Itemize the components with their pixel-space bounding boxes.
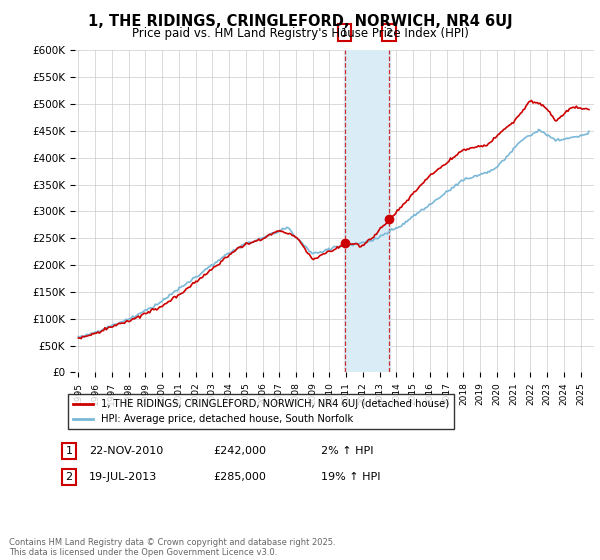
- Text: 2% ↑ HPI: 2% ↑ HPI: [321, 446, 373, 456]
- Text: £242,000: £242,000: [213, 446, 266, 456]
- Text: 2: 2: [385, 27, 392, 38]
- Text: 19% ↑ HPI: 19% ↑ HPI: [321, 472, 380, 482]
- Text: Contains HM Land Registry data © Crown copyright and database right 2025.
This d: Contains HM Land Registry data © Crown c…: [9, 538, 335, 557]
- Text: 1: 1: [65, 446, 73, 456]
- Text: £285,000: £285,000: [213, 472, 266, 482]
- Text: 22-NOV-2010: 22-NOV-2010: [89, 446, 163, 456]
- Bar: [344, 50, 390, 372]
- Text: 1, THE RIDINGS, CRINGLEFORD, NORWICH, NR4 6UJ: 1, THE RIDINGS, CRINGLEFORD, NORWICH, NR…: [88, 14, 512, 29]
- Text: 1: 1: [341, 27, 348, 38]
- Legend: 1, THE RIDINGS, CRINGLEFORD, NORWICH, NR4 6UJ (detached house), HPI: Average pri: 1, THE RIDINGS, CRINGLEFORD, NORWICH, NR…: [68, 394, 454, 429]
- Text: 2: 2: [65, 472, 73, 482]
- Text: 19-JUL-2013: 19-JUL-2013: [89, 472, 157, 482]
- Text: Price paid vs. HM Land Registry's House Price Index (HPI): Price paid vs. HM Land Registry's House …: [131, 27, 469, 40]
